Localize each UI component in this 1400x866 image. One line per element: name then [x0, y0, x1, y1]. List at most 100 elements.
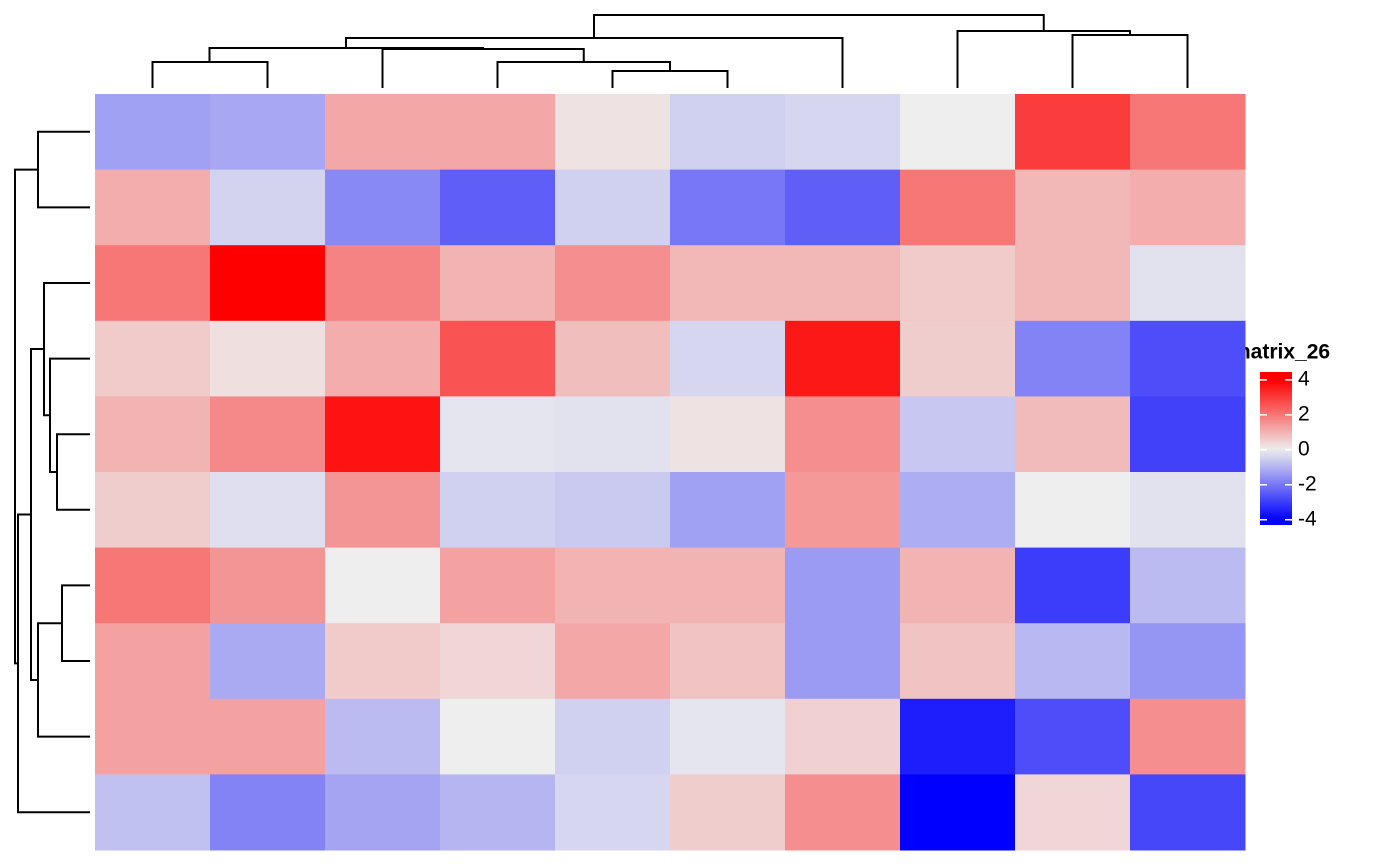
heatmap-cell: [210, 245, 326, 322]
heatmap-cell: [95, 698, 211, 775]
heatmap-cell: [555, 94, 671, 171]
heatmap-cell: [95, 774, 211, 851]
heatmap-cell: [440, 547, 556, 624]
heatmap-cell: [210, 169, 326, 246]
heatmap-cell: [785, 396, 901, 473]
heatmap-cell: [1130, 623, 1246, 700]
heatmap-cell: [1130, 547, 1246, 624]
heatmap-cell: [1015, 547, 1131, 624]
heatmap-cell: [440, 698, 556, 775]
heatmap-cell: [1015, 245, 1131, 322]
heatmap-cell: [440, 320, 556, 397]
heatmap-cell: [555, 698, 671, 775]
heatmap-cell: [95, 169, 211, 246]
heatmap-cell: [440, 245, 556, 322]
heatmap-cell: [210, 774, 326, 851]
heatmap-cell: [210, 396, 326, 473]
heatmap-cell: [325, 698, 441, 775]
heatmap-cell: [900, 472, 1016, 549]
heatmap-cell: [900, 320, 1016, 397]
heatmap-cell: [1130, 472, 1246, 549]
heatmap-cell: [325, 623, 441, 700]
heatmap-cell: [670, 698, 786, 775]
heatmap-cell: [210, 698, 326, 775]
heatmap-cell: [210, 623, 326, 700]
heatmap-cell: [900, 547, 1016, 624]
heatmap-cell: [785, 547, 901, 624]
heatmap-cell: [555, 472, 671, 549]
heatmap-cell: [95, 472, 211, 549]
heatmap-cell: [785, 472, 901, 549]
heatmap-cell: [440, 94, 556, 171]
heatmap-cell: [900, 245, 1016, 322]
heatmap-cell: [670, 320, 786, 397]
heatmap-cell: [900, 396, 1016, 473]
heatmap-cell: [1130, 94, 1246, 171]
heatmap-cell: [440, 396, 556, 473]
heatmap-cell: [325, 169, 441, 246]
heatmap-cell: [1130, 320, 1246, 397]
heatmap-cell: [1130, 169, 1246, 246]
heatmap-cell: [670, 169, 786, 246]
heatmap-cell: [900, 94, 1016, 171]
heatmap-cell: [325, 774, 441, 851]
heatmap-cell: [325, 472, 441, 549]
heatmap-cell: [1015, 698, 1131, 775]
heatmap-cell: [785, 320, 901, 397]
heatmap-cell: [785, 698, 901, 775]
heatmap-cell: [900, 623, 1016, 700]
heatmap-cell: [1015, 774, 1131, 851]
heatmap-cell: [95, 547, 211, 624]
heatmap-cell: [1015, 396, 1131, 473]
heatmap-cell: [1015, 472, 1131, 549]
heatmap-cell: [1015, 169, 1131, 246]
heatmap-cell: [325, 320, 441, 397]
heatmap-cell: [670, 547, 786, 624]
heatmap-cell: [440, 774, 556, 851]
heatmap-cell: [1130, 698, 1246, 775]
heatmap-cell: [210, 94, 326, 171]
heatmap-cell: [555, 774, 671, 851]
heatmap-cell: [555, 169, 671, 246]
heatmap-cell: [1130, 774, 1246, 851]
heatmap-cell: [785, 623, 901, 700]
heatmap-cell: [95, 396, 211, 473]
legend-tick-label: 0: [1298, 437, 1310, 460]
heatmap-cell: [670, 774, 786, 851]
heatmap-cell: [555, 245, 671, 322]
heatmap-cell: [440, 169, 556, 246]
heatmap-cell: [325, 245, 441, 322]
heatmap-cell: [900, 169, 1016, 246]
heatmap-cell: [1015, 320, 1131, 397]
heatmap-cell: [1015, 623, 1131, 700]
legend-colorbar: [1260, 372, 1292, 525]
heatmap-cell: [95, 245, 211, 322]
heatmap-cell: [785, 169, 901, 246]
heatmap-cell: [555, 623, 671, 700]
heatmap-cell: [325, 94, 441, 171]
column-dendrogram: [151, 14, 1189, 88]
heatmap-cell: [785, 94, 901, 171]
heatmap-cell: [440, 623, 556, 700]
legend-tick-label: -4: [1298, 507, 1317, 530]
heatmap-cell: [440, 472, 556, 549]
heatmap-cell: [325, 547, 441, 624]
heatmap-cell: [1130, 245, 1246, 322]
legend-tick-label: 4: [1298, 367, 1310, 390]
heatmap-cell: [210, 320, 326, 397]
heatmap-cell: [1130, 396, 1246, 473]
heatmap-cell: [785, 774, 901, 851]
legend-tick-label: -2: [1298, 472, 1317, 495]
heatmap-cell: [210, 547, 326, 624]
heatmap-cell: [325, 396, 441, 473]
heatmap-cell: [670, 472, 786, 549]
heatmap-cell: [900, 698, 1016, 775]
heatmap-cell: [785, 245, 901, 322]
heatmap-cell: [1015, 94, 1131, 171]
row-dendrogram: [14, 130, 90, 814]
heatmap-cell: [900, 774, 1016, 851]
heatmap-cell: [95, 94, 211, 171]
heatmap-cell: [555, 320, 671, 397]
heatmap-cell: [210, 472, 326, 549]
